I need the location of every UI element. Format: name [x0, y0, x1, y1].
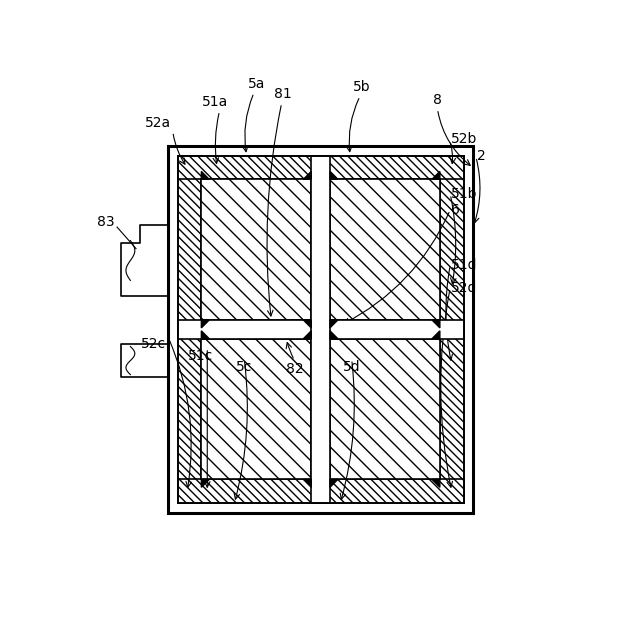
Polygon shape — [202, 172, 209, 179]
Polygon shape — [432, 320, 440, 328]
Bar — [330, 179, 440, 320]
Polygon shape — [202, 331, 209, 339]
Bar — [330, 339, 440, 479]
Bar — [178, 320, 463, 339]
Polygon shape — [202, 320, 209, 328]
Bar — [311, 156, 330, 503]
Polygon shape — [330, 331, 338, 339]
Bar — [440, 156, 463, 503]
Polygon shape — [432, 479, 440, 487]
Text: 51c: 51c — [188, 349, 214, 363]
Polygon shape — [330, 320, 338, 328]
Text: 5d: 5d — [343, 360, 360, 374]
Polygon shape — [432, 172, 440, 179]
Bar — [168, 146, 474, 513]
Polygon shape — [330, 172, 338, 179]
Text: 51b: 51b — [451, 187, 477, 201]
Text: 5c: 5c — [236, 360, 252, 374]
Text: 8: 8 — [433, 93, 442, 108]
Polygon shape — [432, 331, 440, 339]
Polygon shape — [303, 479, 311, 487]
Text: 51a: 51a — [202, 95, 228, 109]
Text: 5a: 5a — [248, 77, 265, 91]
Text: 82: 82 — [285, 362, 303, 376]
Bar — [178, 156, 202, 503]
Text: 81: 81 — [274, 88, 292, 101]
Text: 6: 6 — [451, 203, 460, 217]
Text: 52a: 52a — [145, 116, 171, 130]
Text: 51d: 51d — [451, 258, 477, 272]
Bar — [202, 339, 311, 479]
Text: 52d: 52d — [451, 281, 477, 294]
Bar — [178, 156, 463, 179]
Text: 5b: 5b — [353, 80, 371, 94]
Bar — [178, 479, 463, 503]
Polygon shape — [303, 320, 311, 328]
Text: 52b: 52b — [451, 132, 477, 147]
Text: 52c: 52c — [141, 337, 166, 351]
Bar — [202, 179, 311, 320]
Polygon shape — [202, 479, 209, 487]
Text: 2: 2 — [477, 148, 486, 163]
Polygon shape — [303, 172, 311, 179]
Polygon shape — [330, 479, 338, 487]
Text: 83: 83 — [97, 214, 115, 228]
Polygon shape — [303, 331, 311, 339]
Bar — [178, 156, 463, 503]
